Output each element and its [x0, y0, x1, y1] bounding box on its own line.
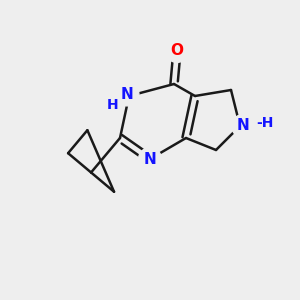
Circle shape: [139, 148, 161, 170]
Circle shape: [166, 40, 188, 62]
Text: O: O: [170, 44, 184, 59]
Text: -H: -H: [256, 116, 274, 130]
Circle shape: [116, 83, 139, 106]
Text: N: N: [144, 152, 156, 166]
Text: N: N: [237, 118, 249, 134]
Circle shape: [232, 115, 254, 137]
Text: N: N: [121, 87, 134, 102]
Text: H: H: [107, 98, 118, 112]
